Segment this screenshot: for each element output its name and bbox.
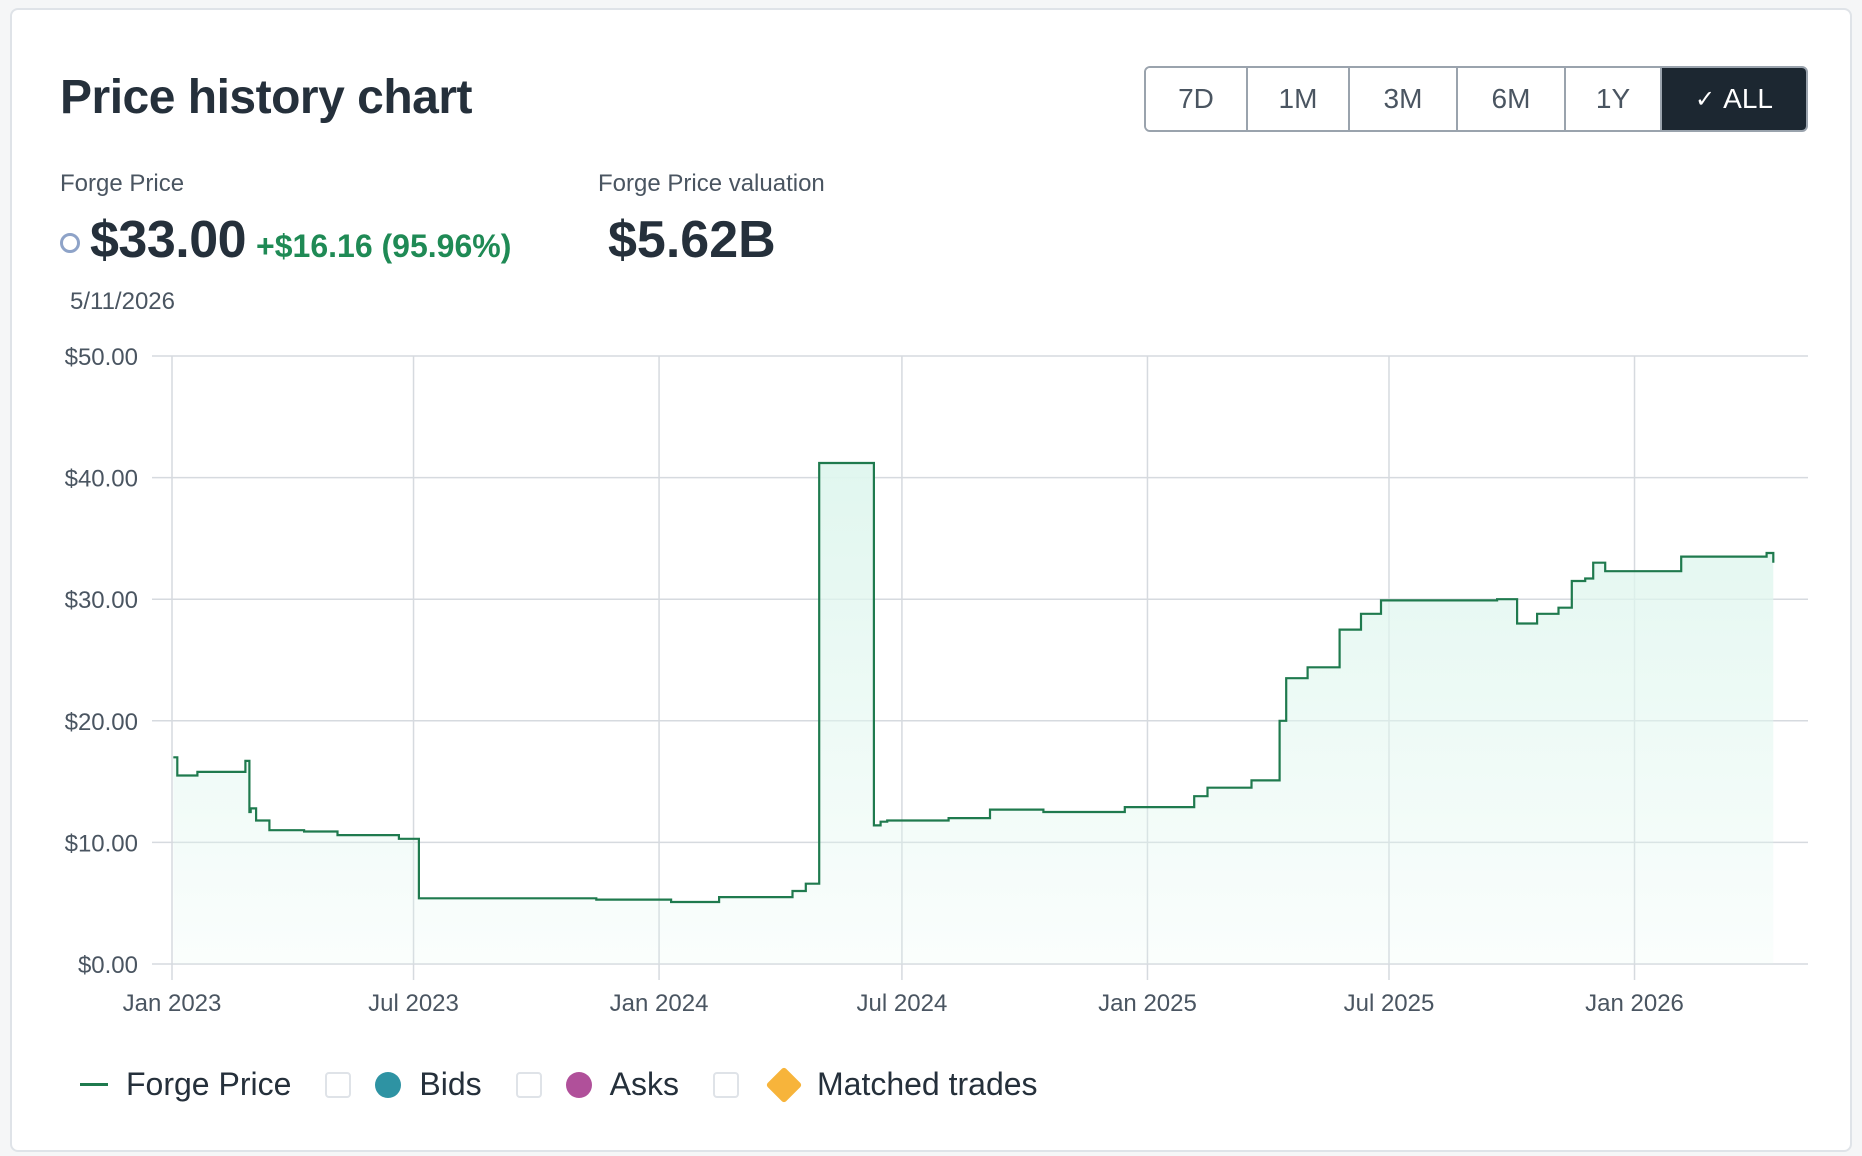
page-title: Price history chart — [60, 71, 473, 124]
price-history-card: Price history chart 7D 1M 3M 6M 1Y ✓ ALL… — [10, 8, 1852, 1152]
bids-dot-icon — [375, 1071, 402, 1098]
legend-forge-price[interactable]: Forge Price — [80, 1066, 291, 1103]
price-date: 5/11/2026 — [70, 288, 175, 315]
bids-checkbox[interactable] — [325, 1071, 352, 1098]
chart-legend: Forge Price Bids Asks Matched trades — [80, 1066, 1072, 1103]
asks-checkbox[interactable] — [515, 1071, 542, 1098]
matched-trades-checkbox[interactable] — [712, 1071, 739, 1098]
valuation-label: Forge Price valuation — [598, 170, 825, 197]
legend-forge-price-label: Forge Price — [126, 1066, 292, 1102]
range-1y-button[interactable]: 1Y — [1566, 68, 1662, 130]
y-tick-label: $0.00 — [78, 952, 138, 979]
legend-bids[interactable]: Bids — [325, 1066, 482, 1103]
line-swatch-icon — [80, 1083, 108, 1086]
legend-bids-label: Bids — [419, 1066, 482, 1102]
legend-asks[interactable]: Asks — [515, 1066, 679, 1103]
range-7d-button[interactable]: 7D — [1146, 68, 1248, 130]
y-tick-label: $20.00 — [65, 709, 138, 736]
valuation-value: $5.62B — [608, 211, 776, 269]
x-tick-label: Jul 2023 — [368, 990, 459, 1017]
x-tick-label: Jul 2024 — [857, 990, 948, 1017]
range-selector: 7D 1M 3M 6M 1Y ✓ ALL — [1144, 66, 1808, 132]
x-tick-label: Jan 2026 — [1585, 990, 1684, 1017]
y-tick-label: $40.00 — [65, 466, 138, 493]
forge-price-line — [173, 461, 1775, 904]
forge-price-label: Forge Price — [60, 170, 185, 197]
legend-matched-label: Matched trades — [816, 1066, 1038, 1102]
forge-price-change: +$16.16 (95.96%) — [256, 228, 512, 264]
range-6m-button[interactable]: 6M — [1458, 68, 1566, 130]
x-tick-label: Jan 2023 — [123, 990, 222, 1017]
y-tick-label: $10.00 — [65, 830, 138, 857]
range-3m-button[interactable]: 3M — [1350, 68, 1458, 130]
forge-price-area — [173, 463, 1774, 964]
asks-dot-icon — [565, 1071, 592, 1098]
ring-icon — [60, 233, 80, 253]
legend-matched-trades[interactable]: Matched trades — [712, 1066, 1038, 1103]
range-all-label: ALL — [1723, 83, 1773, 114]
x-tick-label: Jan 2025 — [1098, 990, 1197, 1017]
checkmark-icon: ✓ — [1695, 85, 1716, 113]
range-all-button[interactable]: ✓ ALL — [1662, 68, 1806, 130]
x-tick-label: Jan 2024 — [610, 990, 709, 1017]
y-tick-label: $30.00 — [65, 587, 138, 614]
matched-trades-diamond-icon — [765, 1066, 803, 1103]
forge-price-value: $33.00 — [90, 211, 247, 269]
range-1m-button[interactable]: 1M — [1248, 68, 1350, 130]
forge-price-row: $33.00 +$16.16 (95.96%) — [60, 210, 511, 270]
x-tick-label: Jul 2025 — [1344, 990, 1435, 1017]
legend-asks-label: Asks — [609, 1066, 679, 1102]
price-chart: $0.00 $10.00 $20.00 $30.00 $40.00 $50.00 Jan 2… — [65, 344, 1808, 1017]
y-tick-label: $50.00 — [65, 344, 138, 371]
